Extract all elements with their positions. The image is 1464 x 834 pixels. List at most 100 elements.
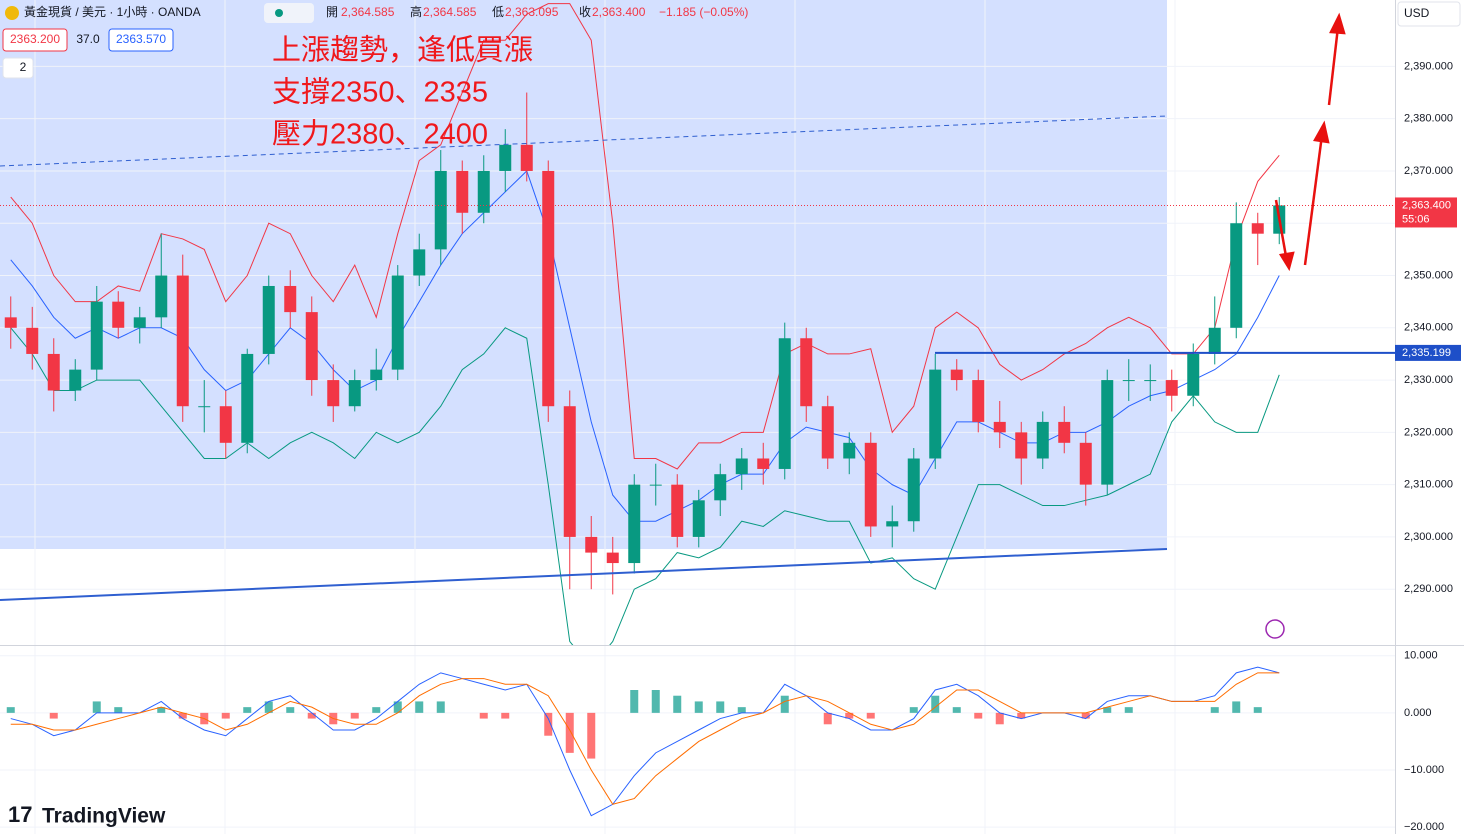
macd-histogram-bar (909, 707, 918, 713)
close-label: 收 (579, 5, 591, 19)
candle-body (348, 380, 361, 407)
candle-body (757, 458, 770, 469)
support-trendline (0, 548, 1168, 601)
y-tick-label: 2,320.000 (1404, 426, 1453, 438)
candle-body (176, 275, 189, 407)
candle-body (4, 317, 17, 328)
candle-body (950, 369, 963, 381)
highlight-zone (0, 0, 1167, 549)
candle-body (413, 249, 426, 276)
ask-box[interactable] (108, 28, 174, 52)
candle-body (477, 170, 490, 213)
macd-histogram-bar (436, 701, 445, 713)
macd-histogram-bar (92, 701, 101, 713)
macd-histogram-bar (651, 690, 660, 713)
macd-histogram-bar (1017, 712, 1026, 719)
ask[interactable]: 2363.570 (116, 32, 166, 46)
candle-body (864, 442, 877, 527)
macd-pane (6, 666, 1280, 817)
candle-body (47, 353, 60, 391)
candle-body (391, 275, 404, 370)
macd-histogram-bar (1081, 712, 1090, 719)
candle-body (69, 369, 82, 391)
candle-body (821, 406, 834, 459)
arrow (1327, 26, 1340, 106)
candle-body (843, 442, 856, 459)
candle-body (692, 500, 705, 537)
candle-body (219, 406, 232, 443)
candle-body (800, 338, 813, 407)
level-tag (1395, 344, 1461, 361)
annotation-line: 支撐2350、2335 (272, 76, 488, 109)
macd-histogram-bar (974, 712, 983, 719)
y-tick-label: 2,370.000 (1404, 165, 1453, 177)
symbol-icon (5, 6, 19, 20)
signal-line (10, 672, 1280, 805)
candle-body (735, 458, 748, 475)
candle-body (90, 301, 103, 370)
candle-body (520, 144, 533, 171)
macd-line (10, 666, 1280, 817)
candle-body (886, 521, 899, 527)
macd-histogram-bar (995, 712, 1004, 725)
indicators-toggle[interactable] (2, 57, 34, 79)
candle-body (1187, 353, 1200, 396)
candle-body (305, 312, 318, 381)
macd-histogram-bar (178, 712, 187, 719)
currency-select[interactable] (1397, 1, 1461, 27)
candle-body (112, 301, 125, 328)
candle-body (649, 484, 662, 486)
candle-body (1251, 223, 1264, 234)
bid[interactable]: 2363.200 (10, 32, 60, 46)
candle-body (1230, 223, 1243, 328)
market-status (275, 9, 283, 17)
macd-histogram-bar (350, 712, 359, 719)
candle-body (241, 353, 254, 443)
macd-histogram-bar (243, 707, 252, 713)
candle-body (778, 338, 791, 469)
macd-histogram-bar (1210, 707, 1219, 713)
last-price-label: 2,363.400 (1402, 199, 1451, 211)
candle-body (606, 552, 619, 564)
arrow (1303, 134, 1324, 266)
arrow-head (1313, 120, 1330, 144)
macd-histogram-bar (630, 690, 639, 713)
y-tick-label: 2,330.000 (1404, 374, 1453, 386)
candle-body (155, 275, 168, 318)
macd-histogram-bar (716, 701, 725, 713)
macd-histogram-bar (1232, 701, 1241, 713)
y-tick-label: 2,310.000 (1404, 479, 1453, 491)
y-tick-label: 2,340.000 (1404, 322, 1453, 334)
candle-body (1015, 432, 1028, 459)
bid-box[interactable] (2, 28, 68, 52)
macd-histogram-bar (264, 701, 273, 713)
candle-body (671, 484, 684, 537)
price-axis: 2,290.000 2,300.000 2,310.000 2,320.000 2,33… (1395, 60, 1461, 833)
macd-histogram-bar (157, 707, 166, 713)
candle-body (284, 285, 297, 313)
candle-body (26, 327, 39, 354)
candle-body (993, 421, 1006, 433)
arrow (1274, 199, 1289, 263)
arrow-head (1329, 12, 1346, 35)
change: −1.185 (−0.05%) (659, 5, 748, 19)
macd-histogram-bar (1124, 707, 1133, 713)
macd-histogram-bar (565, 712, 574, 753)
candle-body (456, 170, 469, 213)
bollinger-lower (10, 327, 1280, 645)
macd-histogram-bar (1253, 707, 1262, 713)
candle-body (1079, 442, 1092, 485)
indicator-count[interactable]: 2 (20, 60, 27, 74)
y-tick-label: −20.000 (1404, 821, 1444, 833)
y-tick-label: 2,350.000 (1404, 269, 1453, 281)
logo-mark: 17 (8, 802, 32, 827)
candle-body (370, 369, 383, 381)
alert-icon[interactable] (1265, 619, 1285, 639)
candle-body (1058, 421, 1071, 443)
candle-body (1122, 380, 1135, 382)
macd-histogram-bar (114, 707, 123, 713)
currency[interactable]: USD (1404, 6, 1430, 20)
macd-histogram-bar (286, 707, 295, 713)
macd-histogram-bar (307, 712, 316, 719)
